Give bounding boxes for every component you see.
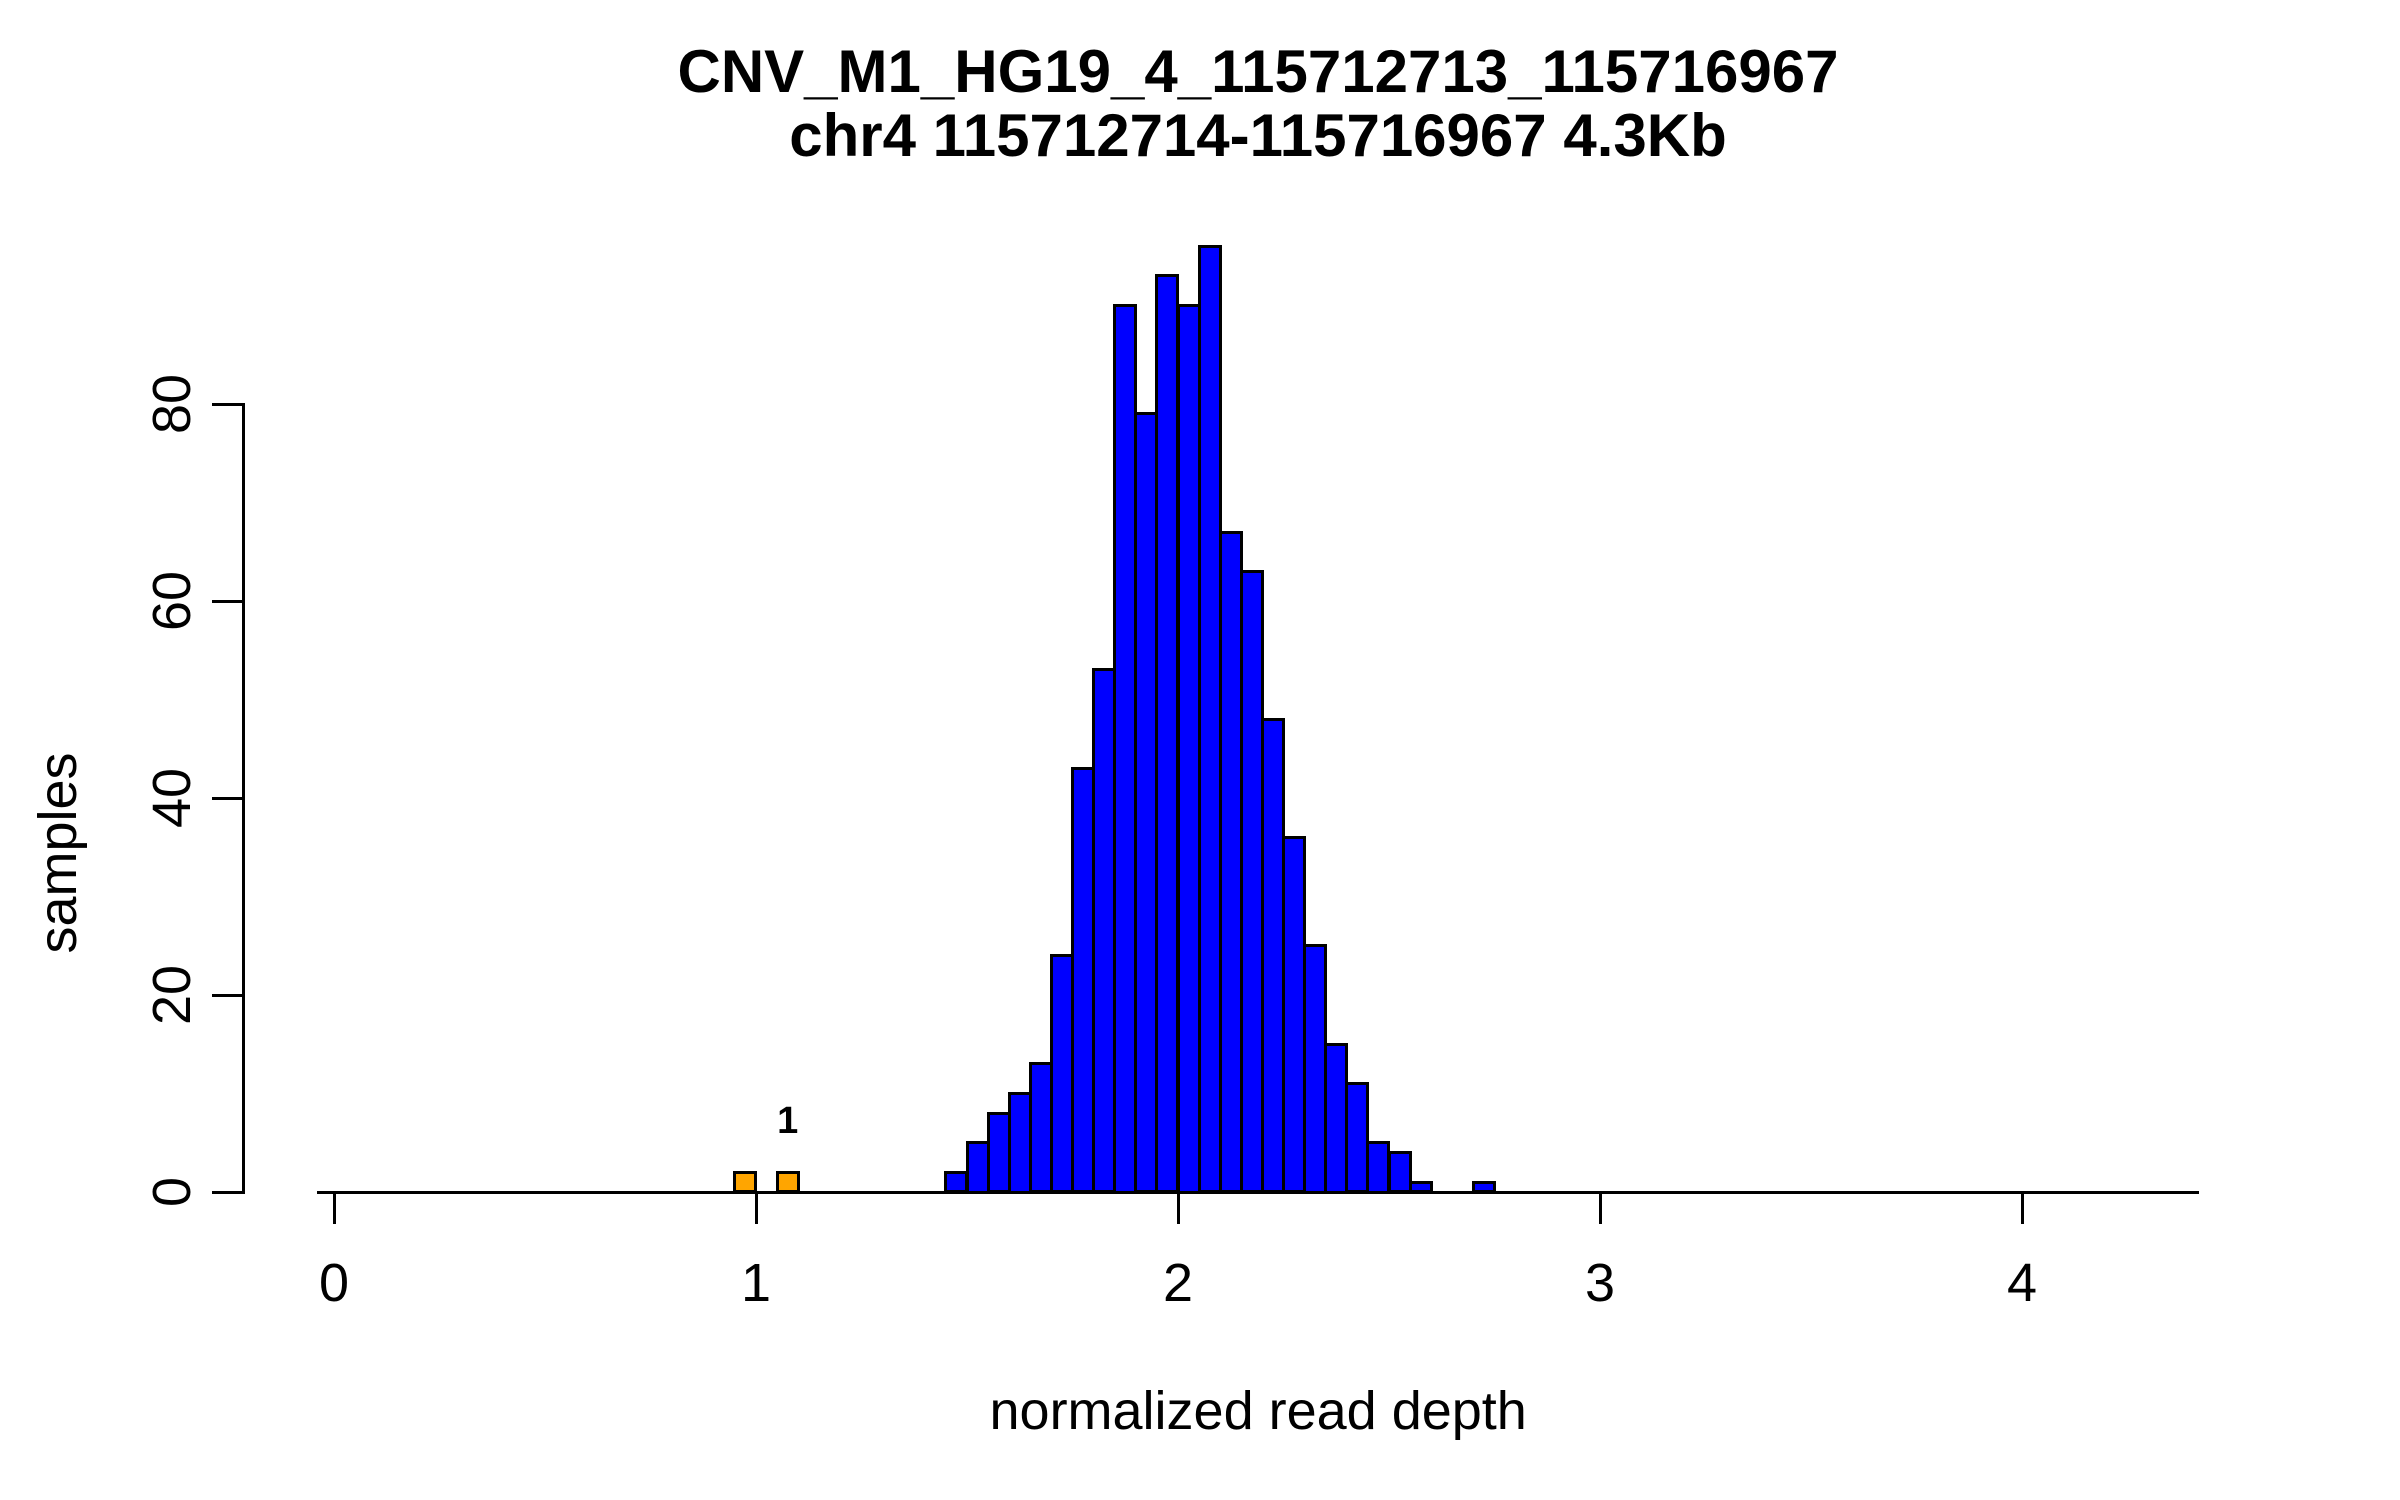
x-axis-line: [317, 1190, 2200, 1194]
x-axis-tick-label: 4: [2006, 1253, 2038, 1313]
y-axis-tick: [212, 402, 242, 406]
x-axis-tick: [1598, 1193, 1602, 1224]
x-axis-tick-label: 0: [318, 1253, 350, 1313]
y-axis-tick: [212, 993, 242, 997]
bar-count-annotation: 1: [777, 1100, 799, 1143]
x-axis-tick: [332, 1193, 336, 1224]
y-axis-tick-label: 0: [142, 1176, 202, 1208]
y-axis-tick: [212, 796, 242, 800]
y-axis-label: samples: [28, 752, 88, 954]
histogram-bar: [1134, 412, 1159, 1194]
x-axis-tick-label: 3: [1584, 1253, 1616, 1313]
chart-title-block: CNV_M1_HG19_4_115712713_115716967 chr4 1…: [317, 40, 2199, 168]
y-axis-tick: [212, 599, 242, 603]
chart-title: CNV_M1_HG19_4_115712713_115716967: [677, 38, 1839, 105]
histogram-bar: [1071, 766, 1096, 1194]
y-axis-tick: [212, 1190, 242, 1194]
x-axis-tick: [2020, 1193, 2024, 1224]
y-axis-tick-label: 20: [142, 964, 202, 1026]
x-axis-tick-label: 2: [1162, 1253, 1194, 1313]
y-axis-tick-label: 60: [142, 570, 202, 632]
y-axis-tick-label: 80: [142, 373, 202, 435]
x-axis-label: normalized read depth: [989, 1381, 1527, 1441]
chart-subtitle: chr4 115712714-115716967 4.3Kb: [789, 102, 1727, 169]
x-axis-tick-label: 1: [740, 1253, 772, 1313]
x-axis-tick: [754, 1193, 758, 1224]
y-axis-line: [242, 402, 245, 1194]
x-axis-tick: [1176, 1193, 1180, 1224]
y-axis-tick-label: 40: [142, 767, 202, 829]
histogram-bar: [1387, 1151, 1412, 1194]
